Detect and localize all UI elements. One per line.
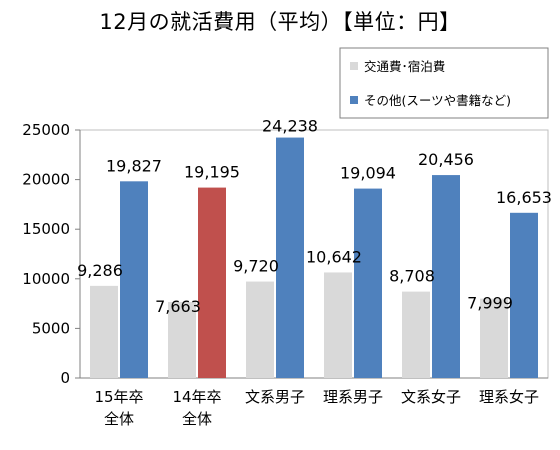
bar-other-expenses: [198, 187, 226, 378]
x-tick-label: 全体: [182, 410, 212, 428]
y-tick-label: 5000: [32, 319, 70, 337]
bar-transport-lodging: [480, 298, 508, 378]
data-label: 19,827: [106, 156, 162, 175]
x-tick-label: 15年卒: [94, 388, 143, 406]
data-label: 20,456: [418, 150, 474, 169]
y-tick-label: 10000: [22, 270, 70, 288]
bar-other-expenses: [354, 188, 382, 378]
data-label: 7,999: [467, 294, 513, 313]
legend-swatch: [350, 96, 358, 104]
x-tick-label: 文系女子: [401, 388, 461, 406]
x-tick-label: 理系男子: [323, 388, 383, 406]
data-label: 9,720: [233, 257, 279, 276]
bar-transport-lodging: [324, 272, 352, 378]
y-tick-label: 0: [60, 369, 70, 387]
data-label: 8,708: [389, 267, 435, 286]
y-tick-label: 20000: [22, 171, 70, 189]
bar-transport-lodging: [246, 281, 274, 378]
x-tick-label: 理系女子: [479, 388, 539, 406]
y-tick-label: 15000: [22, 220, 70, 238]
bar-other-expenses: [432, 175, 460, 378]
data-label: 7,663: [155, 297, 201, 316]
legend-label: 交通費･宿泊費: [364, 59, 445, 74]
bar-transport-lodging: [90, 285, 118, 378]
x-tick-label: 文系男子: [245, 388, 305, 406]
x-tick-label: 全体: [104, 410, 134, 428]
x-tick-label: 14年卒: [172, 388, 221, 406]
bar-transport-lodging: [402, 291, 430, 378]
data-label: 19,094: [340, 164, 396, 183]
bar-other-expenses: [276, 137, 304, 378]
chart-title: 12月の就活費用（平均）【単位：円】: [99, 10, 461, 34]
data-label: 24,238: [262, 117, 318, 136]
bar-other-expenses: [510, 212, 538, 378]
y-tick-label: 25000: [22, 121, 70, 139]
data-label: 16,653: [496, 188, 552, 207]
legend-swatch: [350, 62, 358, 70]
data-label: 10,642: [306, 247, 362, 266]
legend-label: その他(スーツや書籍など): [364, 93, 511, 108]
data-label: 19,195: [184, 163, 240, 182]
bar-other-expenses: [120, 181, 148, 378]
data-label: 9,286: [77, 261, 123, 280]
legend-box: [339, 47, 549, 119]
bar-transport-lodging: [168, 301, 196, 378]
